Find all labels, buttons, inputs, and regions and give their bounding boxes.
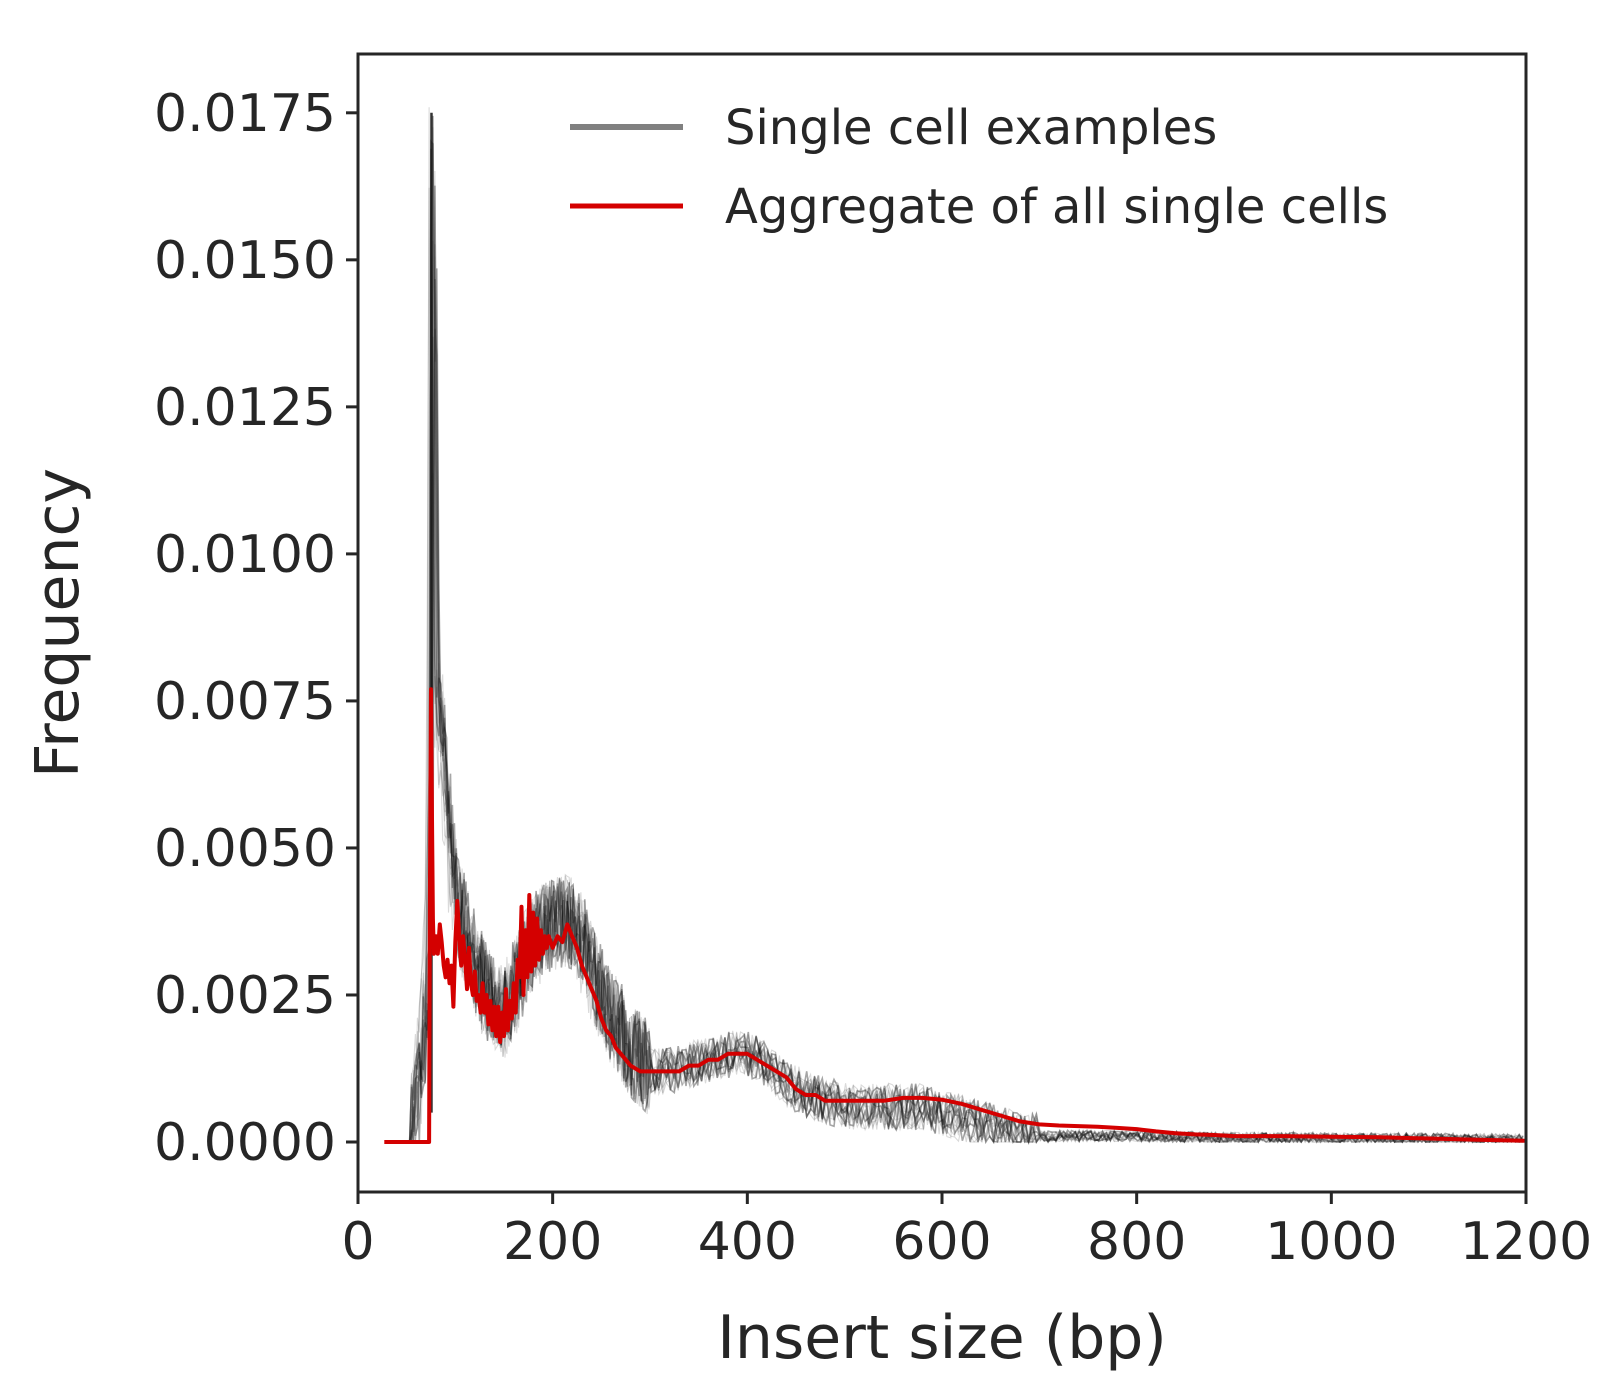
single-cell-trace xyxy=(401,280,1524,1145)
y-tick-label: 0.0100 xyxy=(154,525,336,585)
y-axis: 0.0000 0.0025 0.0050 0.0075 0.0100 0.0125 0.01… xyxy=(154,84,358,1173)
x-tick-label: 800 xyxy=(1087,1212,1186,1272)
legend-label-aggregate: Aggregate of all single cells xyxy=(725,179,1388,235)
y-tick-label: 0.0025 xyxy=(154,966,336,1026)
y-tick-label: 0.0000 xyxy=(154,1113,336,1173)
x-axis-label: Insert size (bp) xyxy=(717,1303,1167,1373)
y-tick-label: 0.0125 xyxy=(154,378,336,438)
y-tick-label: 0.0050 xyxy=(154,819,336,879)
aggregate-series xyxy=(384,687,1526,1144)
x-tick-label: 200 xyxy=(503,1212,602,1272)
x-axis: 0 200 400 600 800 1000 1200 xyxy=(341,1192,1592,1272)
single-cell-trace xyxy=(401,304,1524,1144)
x-tick-label: 0 xyxy=(341,1212,374,1272)
legend-label-single-cells: Single cell examples xyxy=(725,100,1217,156)
x-tick-label: 600 xyxy=(892,1212,991,1272)
y-axis-label: Frequency xyxy=(23,468,93,778)
aggregate-line xyxy=(384,687,1526,1144)
y-tick-label: 0.0175 xyxy=(154,84,336,144)
y-tick-label: 0.0075 xyxy=(154,672,336,732)
legend: Single cell examples Aggregate of all si… xyxy=(570,100,1388,235)
x-tick-label: 1200 xyxy=(1460,1212,1592,1272)
x-tick-label: 1000 xyxy=(1265,1212,1397,1272)
y-tick-label: 0.0150 xyxy=(154,231,336,291)
x-tick-label: 400 xyxy=(698,1212,797,1272)
